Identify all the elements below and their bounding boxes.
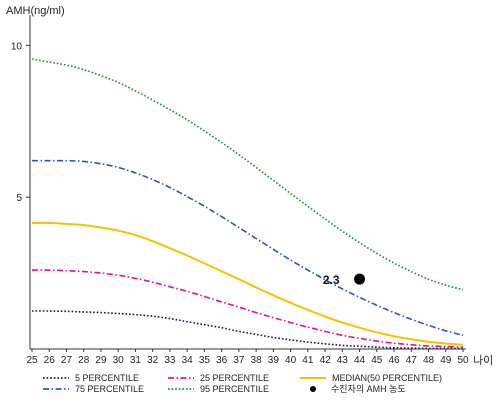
percentile-curves	[31, 58, 464, 350]
patient-amh-point	[354, 273, 366, 285]
x-tick-label: 43	[337, 355, 349, 366]
series-line-95-percentile	[31, 58, 464, 291]
series-line-75-percentile	[31, 159, 464, 337]
x-tick-label: 47	[406, 355, 418, 366]
legend-label-5-percentile: 5 PERCENTILE	[75, 373, 139, 383]
x-tick-label: 35	[199, 355, 211, 366]
x-ticks: 25 26 27 28 29 30 31 32 33 34 35 36 37 38 39 40 41 42 43 44…	[26, 349, 469, 366]
x-tick-label: 44	[354, 355, 366, 366]
x-tick-label: 28	[78, 355, 90, 366]
x-tick-label: 42	[320, 355, 332, 366]
x-tick-label: 30	[113, 355, 125, 366]
series-line-5-percentile	[32, 310, 463, 350]
y-tick-label: 10	[11, 41, 23, 52]
y-ticks: 5 10	[11, 41, 30, 204]
x-axis-title: 나이	[473, 354, 493, 367]
x-tick-label: 38	[251, 355, 263, 366]
legend-label-95-percentile: 95 PERCENTILE	[200, 384, 269, 394]
x-tick-label: 40	[285, 355, 297, 366]
y-axis-title: AMH(ng/ml)	[6, 5, 65, 17]
legend-label-75-percentile: 75 PERCENTILE	[75, 384, 144, 394]
x-tick-label: 33	[164, 355, 176, 366]
x-tick-label: 45	[371, 355, 383, 366]
x-tick-label: 50	[457, 355, 469, 366]
series-line-25-percentile	[31, 269, 464, 348]
legend-label-patient: 수진자의 AMH 농도	[331, 384, 406, 394]
axes: AMH(ng/ml) 나이	[6, 5, 493, 367]
x-tick-label: 39	[268, 355, 280, 366]
x-tick-label: 32	[147, 355, 159, 366]
series-line-median-50-percentile	[31, 221, 464, 346]
legend-patient-dot	[310, 386, 316, 392]
x-tick-label: 36	[216, 355, 228, 366]
patient-value-label: 2.3	[323, 273, 340, 287]
legend: 5 PERCENTILE 25 PERCENTILE MEDIAN(50 PERCE…	[43, 373, 442, 394]
x-tick-label: 46	[388, 355, 400, 366]
x-tick-label: 31	[130, 355, 142, 366]
y-tick-label: 5	[16, 193, 22, 204]
x-tick-label: 27	[61, 355, 73, 366]
x-tick-label: 41	[302, 355, 314, 366]
x-tick-label: 26	[44, 355, 56, 366]
patient-marker-group: 2.3	[323, 273, 366, 287]
legend-label-25-percentile: 25 PERCENTILE	[200, 373, 269, 383]
x-tick-label: 34	[182, 355, 194, 366]
x-tick-label: 25	[26, 355, 38, 366]
x-tick-label: 49	[440, 355, 452, 366]
x-tick-label: 37	[233, 355, 245, 366]
x-tick-label: 48	[423, 355, 435, 366]
x-tick-label: 29	[95, 355, 107, 366]
legend-label-median-50-percentile: MEDIAN(50 PERCENTILE)	[332, 373, 442, 383]
